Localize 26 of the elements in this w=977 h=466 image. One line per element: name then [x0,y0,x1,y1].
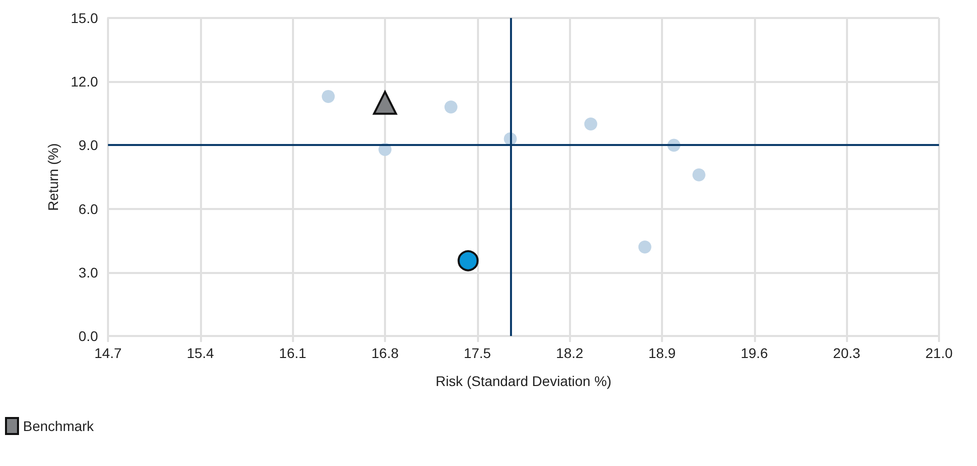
x-tick-label: 18.2 [556,345,584,361]
legend-label: Benchmark [23,418,95,434]
y-tick-label: 15.0 [70,10,98,26]
y-tick-label: 9.0 [78,137,98,154]
point [322,90,335,103]
x-tick-label: 18.9 [648,345,676,361]
point [373,90,397,115]
y-axis-title: Return (%) [44,143,61,211]
y-tick-label: 6.0 [78,200,98,217]
y-tick-label: 12.0 [70,74,98,90]
x-tick-label: 17.5 [464,345,492,361]
point [584,118,598,130]
x-tick-label: 20.3 [833,345,861,361]
y-tick-label: 3.0 [78,264,98,280]
x-tick-label: 19.6 [740,345,768,361]
x-tick-label: 16.8 [371,345,399,361]
point [444,100,458,114]
point [638,240,652,254]
x-tick-label: 15.4 [186,345,214,361]
x-tick-label: 14.7 [94,345,122,361]
x-axis-title: Risk (Standard Deviation %) [436,373,612,389]
point [692,168,706,182]
x-tick-label: 16.1 [279,345,307,361]
x-tick-label: 21.0 [925,345,953,361]
y-tick-label: 0.0 [78,328,98,344]
point [458,250,479,272]
